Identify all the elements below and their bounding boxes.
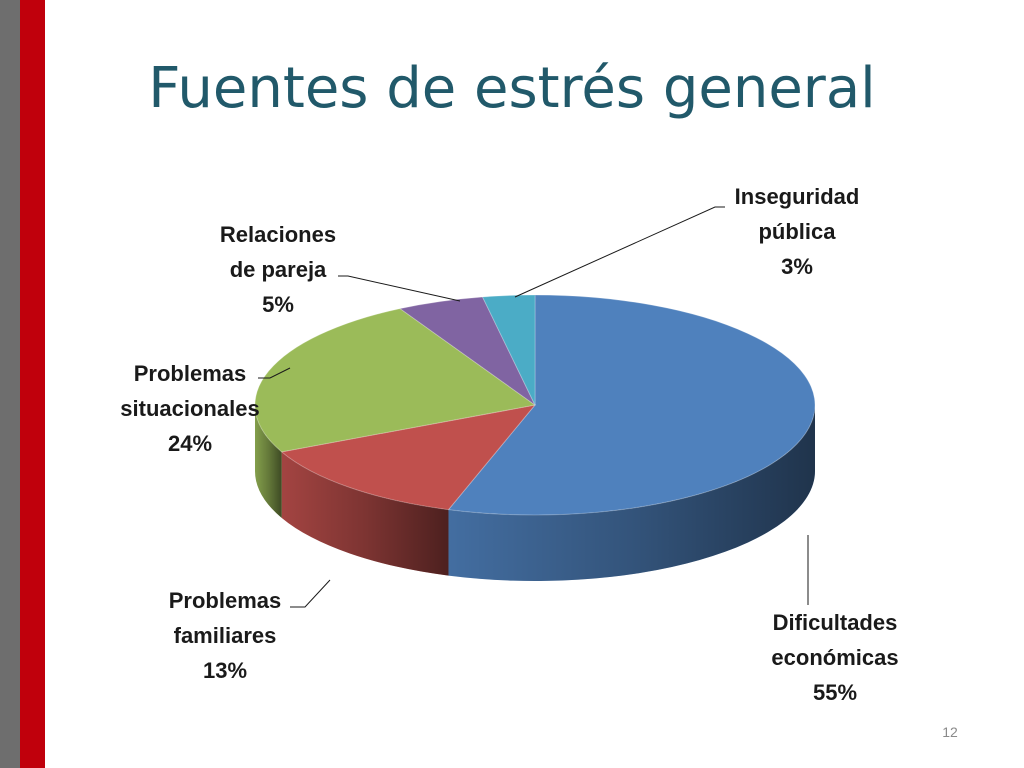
leader-line-1 [290,579,331,608]
data-label-value-2-2: 24% [168,431,212,456]
leader-line-2 [258,367,291,379]
left-gray-bar [0,0,20,768]
pie-slice-4 [481,294,536,406]
data-label-name-2-1: situacionales [120,396,259,421]
pie-side-shade-2 [255,405,282,518]
data-label-name-1-1: familiares [174,623,277,648]
pie-slice-0 [447,294,816,516]
data-label-value-0-2: 55% [813,680,857,705]
data-label-name-3-0: Relaciones [220,222,336,247]
pie-side-shade-1 [281,451,449,576]
page-number: 12 [942,724,958,740]
data-label-value-1-2: 13% [203,658,247,683]
pie-side-shade-0 [448,405,815,582]
data-label-value-4-2: 3% [781,254,813,279]
data-label-name-0-0: Dificultades [773,610,898,635]
leader-line-4 [514,206,725,298]
data-label-name-4-0: Inseguridad [735,184,860,209]
data-label-name-1-0: Problemas [169,588,282,613]
pie-slice-2 [254,308,537,453]
data-label-name-4-1: pública [758,219,836,244]
slide-title: Fuentes de estrés general [148,56,876,121]
data-label-name-3-1: de pareja [230,257,327,282]
data-label-name-2-0: Problemas [134,361,247,386]
pie-slice-3 [398,296,536,406]
left-red-bar [20,0,45,768]
pie-slice-1 [280,404,537,511]
data-label-name-0-1: económicas [771,645,898,670]
data-label-value-3-2: 5% [262,292,294,317]
leader-line-3 [338,275,461,302]
